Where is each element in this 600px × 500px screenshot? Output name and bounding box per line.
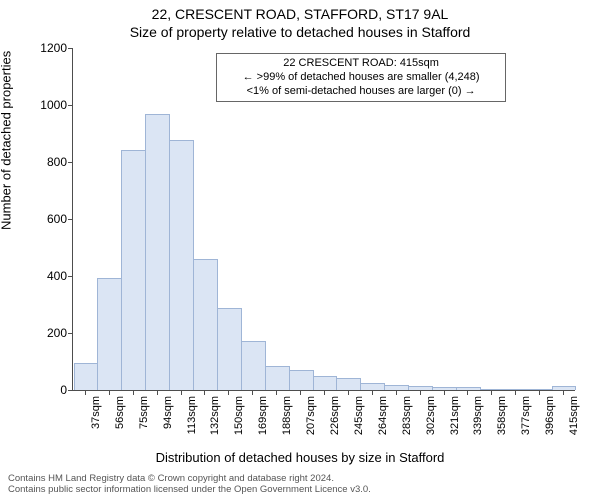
x-tick-label: 56sqm xyxy=(114,363,126,396)
annotation-line-1: 22 CRESCENT ROAD: 415sqm xyxy=(223,57,499,71)
y-tick-label: 1200 xyxy=(27,41,73,55)
histogram-bar xyxy=(121,150,146,390)
y-tick-mark xyxy=(68,48,73,49)
x-tick-label: 283sqm xyxy=(401,357,413,396)
x-tick-label: 377sqm xyxy=(520,357,532,396)
annotation-box: 22 CRESCENT ROAD: 415sqm ← >99% of detac… xyxy=(216,53,506,102)
x-tick-label: 358sqm xyxy=(496,357,508,396)
y-tick-label: 600 xyxy=(27,212,73,226)
x-tick-label: 207sqm xyxy=(305,357,317,396)
y-tick-label: 400 xyxy=(27,269,73,283)
y-tick-label: 200 xyxy=(27,326,73,340)
x-tick-mark xyxy=(396,390,397,395)
x-axis-label: Distribution of detached houses by size … xyxy=(0,450,600,465)
x-tick-label: 264sqm xyxy=(377,357,389,396)
y-tick-label: 800 xyxy=(27,155,73,169)
x-tick-label: 415sqm xyxy=(568,357,580,396)
x-tick-mark xyxy=(276,390,277,395)
y-tick-mark xyxy=(68,105,73,106)
x-tick-label: 188sqm xyxy=(281,357,293,396)
y-axis-label: Number of detached properties xyxy=(0,51,14,230)
x-tick-mark xyxy=(420,390,421,395)
footer-attribution: Contains HM Land Registry data © Crown c… xyxy=(8,474,371,496)
x-tick-label: 169sqm xyxy=(257,357,269,396)
x-tick-label: 321sqm xyxy=(449,357,461,396)
x-tick-mark xyxy=(372,390,373,395)
chart-title-address: 22, CRESCENT ROAD, STAFFORD, ST17 9AL xyxy=(0,6,600,22)
y-tick-mark xyxy=(68,219,73,220)
histogram-bar xyxy=(145,114,170,390)
x-tick-label: 226sqm xyxy=(329,357,341,396)
x-tick-mark xyxy=(539,390,540,395)
x-tick-label: 94sqm xyxy=(162,363,174,396)
plot-area: 020040060080010001200 37sqm56sqm75sqm94s… xyxy=(72,48,575,391)
footer-line-2: Contains public sector information licen… xyxy=(8,485,371,496)
x-tick-label: 37sqm xyxy=(90,363,102,396)
x-tick-label: 245sqm xyxy=(353,357,365,396)
x-tick-label: 113sqm xyxy=(186,358,198,396)
histogram-bar xyxy=(169,140,194,390)
x-tick-mark xyxy=(157,390,158,395)
y-tick-label: 1000 xyxy=(27,98,73,112)
x-tick-mark xyxy=(252,390,253,395)
x-tick-mark xyxy=(467,390,468,395)
x-tick-mark xyxy=(204,390,205,395)
x-tick-mark xyxy=(348,390,349,395)
annotation-line-2: ← >99% of detached houses are smaller (4… xyxy=(223,71,499,85)
x-tick-mark xyxy=(300,390,301,395)
y-tick-mark xyxy=(68,276,73,277)
x-tick-mark xyxy=(85,390,86,395)
x-tick-mark xyxy=(444,390,445,395)
x-tick-mark xyxy=(491,390,492,395)
x-tick-label: 150sqm xyxy=(233,357,245,396)
y-tick-label: 0 xyxy=(27,383,73,397)
x-tick-mark xyxy=(515,390,516,395)
x-tick-label: 396sqm xyxy=(544,357,556,396)
x-tick-mark xyxy=(109,390,110,395)
y-tick-mark xyxy=(68,333,73,334)
x-tick-label: 302sqm xyxy=(425,357,437,396)
x-tick-label: 132sqm xyxy=(209,357,221,396)
x-tick-mark xyxy=(133,390,134,395)
annotation-line-3: <1% of semi-detached houses are larger (… xyxy=(223,85,499,99)
y-tick-mark xyxy=(68,162,73,163)
x-tick-mark xyxy=(181,390,182,395)
chart-title-subtitle: Size of property relative to detached ho… xyxy=(0,24,600,40)
x-tick-mark xyxy=(324,390,325,395)
y-tick-mark xyxy=(68,390,73,391)
x-tick-label: 339sqm xyxy=(472,357,484,396)
x-tick-label: 75sqm xyxy=(138,363,150,396)
x-tick-mark xyxy=(228,390,229,395)
x-tick-mark xyxy=(563,390,564,395)
